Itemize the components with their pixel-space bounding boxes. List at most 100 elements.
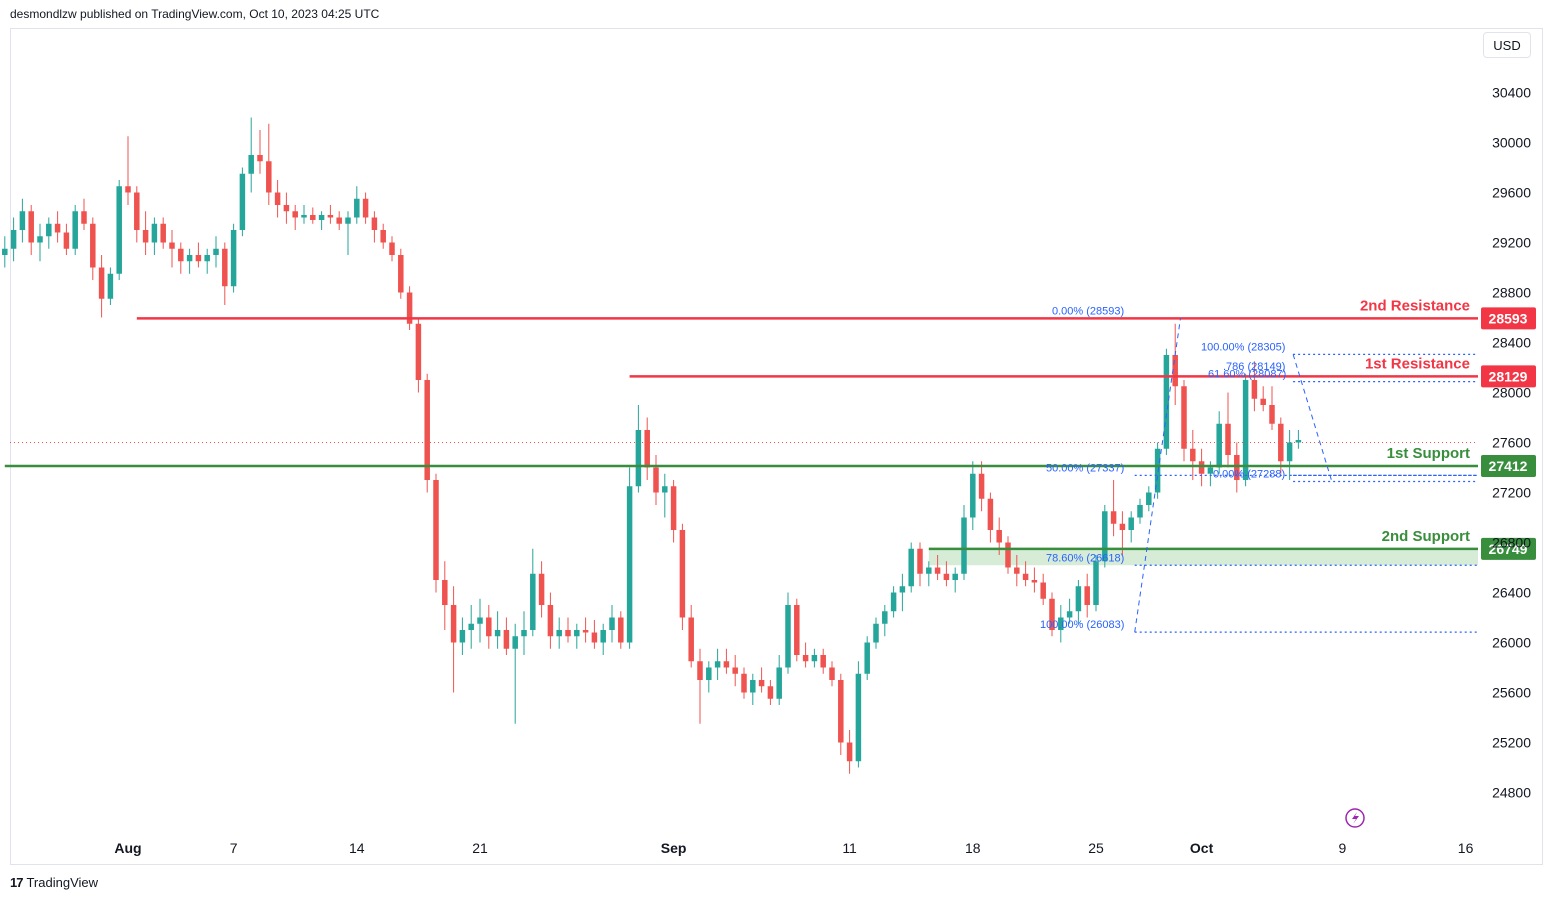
candle-body [846,742,853,762]
y-tick-label: 28000 [1492,385,1531,401]
candle [318,211,325,230]
candle-body [1260,398,1266,405]
price-badge [1481,455,1536,477]
candle [934,555,941,580]
candle-body [503,630,510,649]
candle-body [371,217,378,230]
candle [398,248,404,299]
candle-body [107,273,114,299]
fib-label: 100.00% (26083) [1040,619,1124,631]
candle [442,561,448,630]
support-label: 2nd Support [1382,528,1470,545]
candle [1198,448,1205,487]
x-tick-label: 16 [1458,840,1474,856]
candle [424,373,430,493]
candle-body [890,592,897,612]
candle [864,636,870,680]
fib-label: 61.60% (28087) [1208,369,1286,381]
candle-body [1234,455,1240,480]
candle-body [406,292,413,324]
candle [213,236,219,268]
candle-body [1251,380,1258,399]
candle [679,523,686,630]
candle [846,730,853,774]
candle [1242,373,1249,487]
candle [98,255,105,318]
candle-body [433,480,439,580]
candle-body [142,230,149,243]
candle-body [943,573,950,580]
candle-body [1154,448,1161,493]
candle [160,217,166,249]
candle-body [1128,517,1134,530]
candle-body [46,223,52,237]
candle [838,673,844,755]
candle-body [1031,580,1038,583]
candle [362,192,369,224]
candle [882,605,888,637]
candle [2,236,8,268]
candle-body [952,573,958,580]
lightning-icon[interactable] [1345,808,1365,828]
candle [1014,555,1020,587]
candle-body [345,217,351,224]
candle-body [125,186,131,193]
candle-body [697,661,703,680]
price-badge-value: 26749 [1489,541,1528,557]
candle-body [635,430,642,487]
candle [327,205,334,224]
y-tick-label: 28800 [1492,285,1531,301]
candle-body [477,617,483,624]
y-tick-label: 24800 [1492,785,1531,801]
candle-body [926,567,932,574]
candle [750,673,756,705]
x-tick-label: 18 [965,840,981,856]
candle [1040,573,1046,605]
candle-body [1058,617,1064,630]
candle-body [213,248,219,255]
price-badge-value: 28129 [1489,368,1528,384]
tradingview-logo-icon: 17 [10,875,24,890]
candle [54,211,61,243]
x-tick-label: 9 [1339,840,1347,856]
candle [371,211,378,243]
candle [195,242,202,268]
support-label: 1st Support [1387,445,1470,462]
candle [714,648,721,680]
candle-body [98,267,105,299]
candle-body [160,223,166,243]
candle [565,617,571,643]
resistance-label: 2nd Resistance [1360,297,1470,314]
candle [1137,498,1143,524]
candle-body [116,186,122,274]
candle [1110,480,1117,537]
axis-layer: 24800 25200 25600 26000 26400 26800 27200 27600… [114,85,1531,857]
price-badge [1481,307,1536,330]
candle [952,567,958,593]
candle-body [81,211,87,224]
candle [450,586,457,693]
candle-body [547,605,554,637]
candle [547,592,554,649]
candle-body [1207,467,1214,474]
candle [116,180,122,280]
candle-body [609,617,615,630]
candle-body [1119,523,1126,530]
candle-body [239,173,246,230]
candle-body [1075,586,1082,612]
candle-body [908,548,914,587]
currency-selector[interactable]: USD [1483,32,1531,58]
x-tick-label: Aug [114,840,141,856]
candle [1234,442,1240,493]
candle [521,611,527,655]
candle [477,598,483,643]
candle-body [1269,405,1275,424]
candle-body [521,630,527,637]
candle [28,205,34,255]
candle-body [706,667,712,680]
candle-body [688,617,694,662]
candle-body [899,586,906,593]
candle-body [1181,386,1187,449]
price-badge-value: 27412 [1489,458,1528,474]
